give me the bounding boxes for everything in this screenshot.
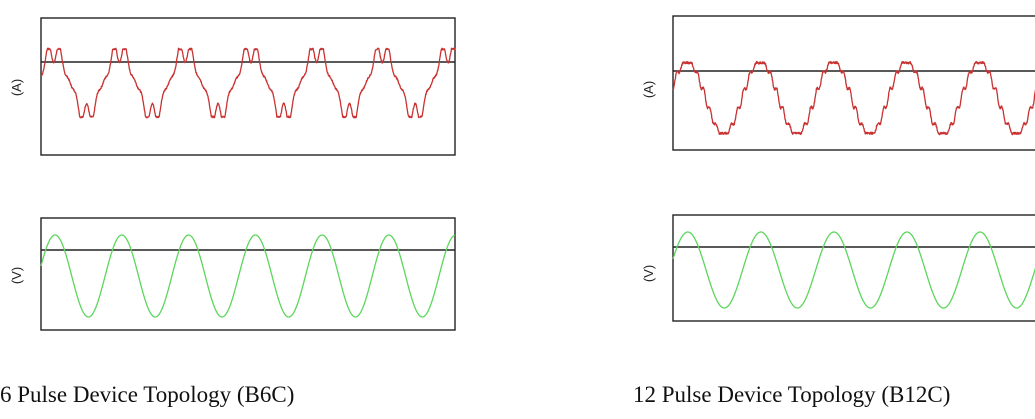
- voltage-waveform-6-pulse: [40, 234, 456, 318]
- voltage-plot-frame: [672, 214, 1035, 322]
- voltage-waveform-12-pulse: [672, 231, 1035, 309]
- caption-6-pulse: 6 Pulse Device Topology (B6C): [0, 382, 295, 407]
- current-plot-frame: [672, 15, 1035, 151]
- current-waveform-12-pulse: [672, 60, 1035, 136]
- current-waveform-6-pulse: [40, 47, 456, 119]
- caption-12-pulse: 12 Pulse Device Topology (B12C): [633, 382, 951, 407]
- current-plot-frame: [40, 17, 456, 156]
- voltage-plot-frame: [40, 217, 456, 331]
- voltage-axis-label-12-pulse: (V): [641, 264, 657, 283]
- current-axis-label-12-pulse: (A): [641, 80, 657, 99]
